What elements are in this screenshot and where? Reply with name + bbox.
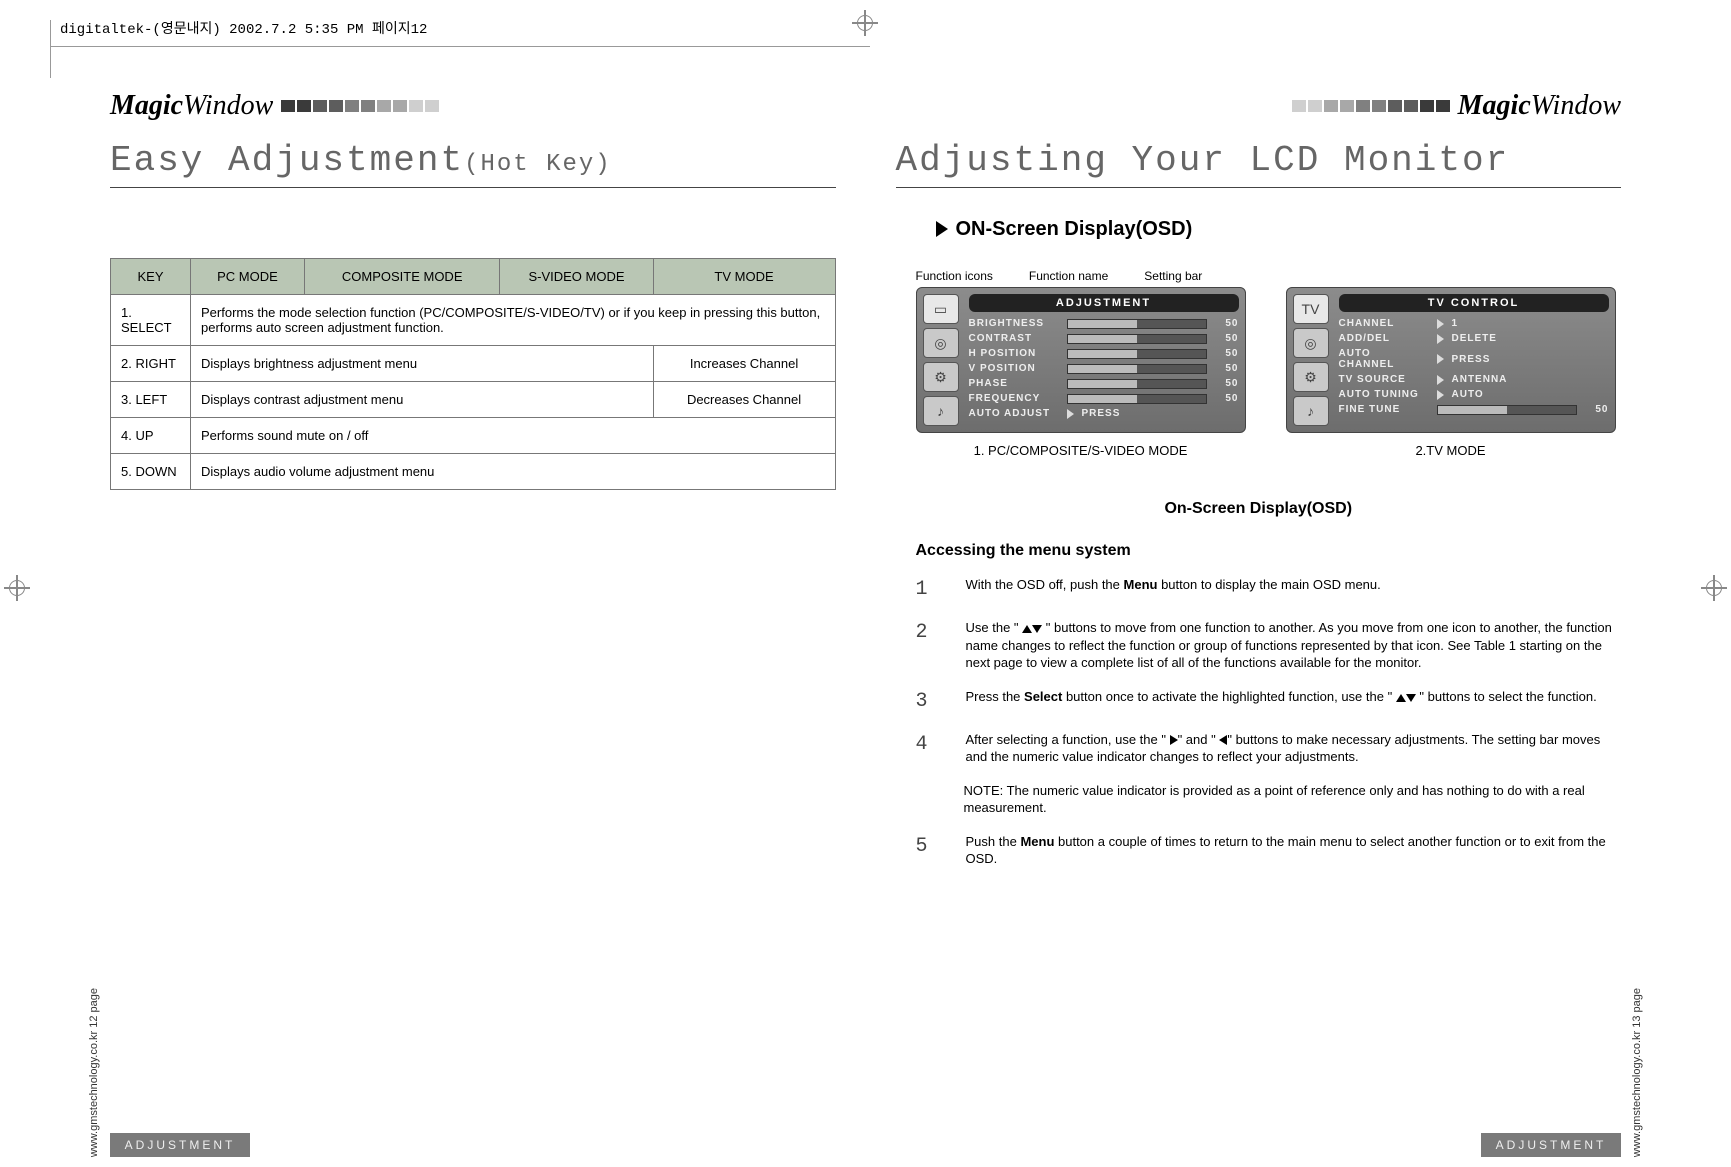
subheading: Accessing the menu system (916, 542, 1622, 560)
table-row: 3. LEFTDisplays contrast adjustment menu… (111, 382, 836, 418)
registration-mark (1701, 575, 1727, 601)
page-left: MagicWindow Easy Adjustment(Hot Key) KEY… (110, 90, 836, 1157)
osd-category-icon: ◎ (1293, 328, 1329, 358)
step: 2Use the " " buttons to move from one fu… (916, 619, 1622, 672)
subheading: On-Screen Display(OSD) (896, 500, 1622, 518)
logo-row: MagicWindow (110, 90, 836, 122)
osd-caption: 2.TV MODE (1286, 443, 1616, 458)
osd-caption: 1. PC/COMPOSITE/S-VIDEO MODE (916, 443, 1246, 458)
osd-panel-tv: TV ◎ ⚙ ♪ TV CONTROL CHANNEL 1 ADD/DEL DELETE AU… (1286, 287, 1616, 433)
side-note: www.gmstechnology.co.kr 12 page (88, 988, 100, 1157)
step: 1With the OSD off, push the Menu button … (916, 576, 1622, 603)
crop-mark (50, 20, 51, 78)
osd-item: TV SOURCE ANTENNA (1339, 374, 1609, 385)
side-note: www.gmstechnology.co.kr 13 page (1631, 988, 1643, 1157)
table-header: PC MODE (191, 259, 305, 295)
osd-item: V POSITION50 (969, 363, 1239, 374)
steps-list: 1With the OSD off, push the Menu button … (916, 576, 1622, 868)
page-title: Easy Adjustment(Hot Key) (110, 140, 836, 181)
osd-category-icon: TV (1293, 294, 1329, 324)
osd-panel-adjustment: ▭ ◎ ⚙ ♪ ADJUSTMENT BRIGHTNESS50 CONTRAST50 H PO… (916, 287, 1246, 433)
osd-item: BRIGHTNESS50 (969, 318, 1239, 329)
footer-tab: ADJUSTMENT (110, 1133, 250, 1157)
page-right: MagicWindow Adjusting Your LCD Monitor O… (896, 90, 1622, 1157)
gradient-blocks (1292, 100, 1450, 112)
osd-category-icon: ⚙ (1293, 362, 1329, 392)
osd-category-icon: ♪ (1293, 396, 1329, 426)
step: 3Press the Select button once to activat… (916, 688, 1622, 715)
osd-category-icon: ⚙ (923, 362, 959, 392)
table-header: COMPOSITE MODE (304, 259, 500, 295)
page-title: Adjusting Your LCD Monitor (896, 140, 1622, 181)
gradient-blocks (281, 100, 439, 112)
table-row: 4. UPPerforms sound mute on / off (111, 418, 836, 454)
step: 4After selecting a function, use the " "… (916, 731, 1622, 766)
crop-mark (50, 46, 870, 47)
osd-category-icon: ◎ (923, 328, 959, 358)
osd-item: AUTO CHANNEL PRESS (1339, 348, 1609, 370)
osd-heading: ON-Screen Display(OSD) (936, 218, 1622, 241)
registration-mark (852, 10, 878, 36)
table-row: 1. SELECTPerforms the mode selection fun… (111, 295, 836, 346)
osd-title: ADJUSTMENT (969, 294, 1239, 312)
registration-mark (4, 575, 30, 601)
table-header: S-VIDEO MODE (500, 259, 653, 295)
logo: MagicWindow (1458, 90, 1621, 122)
rule (896, 187, 1622, 188)
osd-category-icon: ▭ (923, 294, 959, 324)
table-header: KEY (111, 259, 191, 295)
osd-title: TV CONTROL (1339, 294, 1609, 312)
logo-row: MagicWindow (896, 90, 1622, 122)
osd-item: CHANNEL 1 (1339, 318, 1609, 329)
table-row: 5. DOWNDisplays audio volume adjustment … (111, 454, 836, 490)
osd-pointer-labels: Function icons Function name Setting bar (916, 269, 1622, 283)
rule (110, 187, 836, 188)
print-header: digitaltek-(영문내지) 2002.7.2 5:35 PM 페이지12 (60, 18, 427, 38)
triangle-icon (936, 221, 948, 237)
osd-item: H POSITION50 (969, 348, 1239, 359)
table-header: TV MODE (653, 259, 835, 295)
osd-category-icon: ♪ (923, 396, 959, 426)
hotkey-table: KEYPC MODECOMPOSITE MODES-VIDEO MODETV M… (110, 258, 836, 490)
footer-tab: ADJUSTMENT (1481, 1133, 1621, 1157)
note: NOTE: The numeric value indicator is pro… (964, 782, 1622, 817)
osd-item: CONTRAST50 (969, 333, 1239, 344)
osd-item: AUTO ADJUST PRESS (969, 408, 1239, 419)
osd-item: PHASE50 (969, 378, 1239, 389)
osd-item: ADD/DEL DELETE (1339, 333, 1609, 344)
osd-item: FINE TUNE50 (1339, 404, 1609, 415)
osd-item: FREQUENCY50 (969, 393, 1239, 404)
logo: MagicWindow (110, 90, 273, 122)
step: 5Push the Menu button a couple of times … (916, 833, 1622, 868)
osd-item: AUTO TUNING AUTO (1339, 389, 1609, 400)
table-row: 2. RIGHTDisplays brightness adjustment m… (111, 346, 836, 382)
